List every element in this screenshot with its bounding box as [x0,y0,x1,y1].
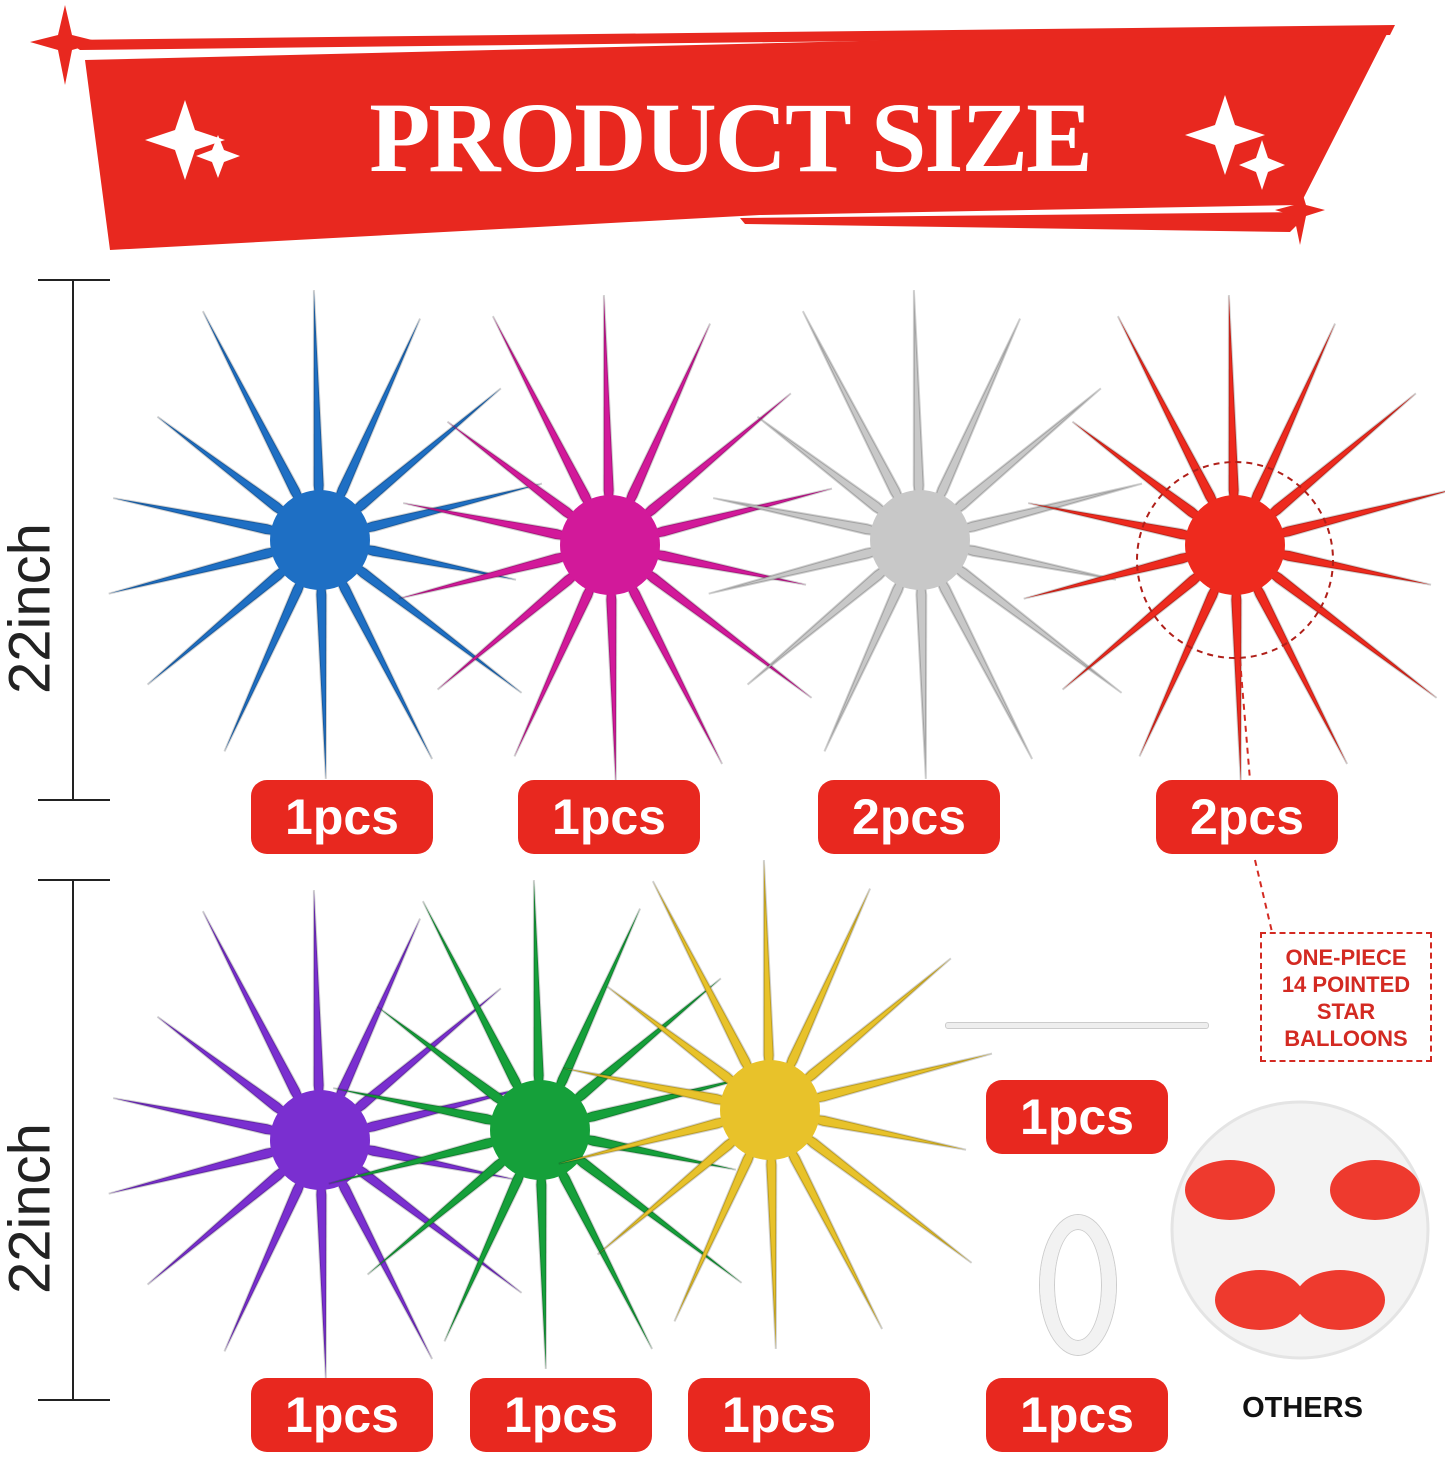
quantity-badge: 1pcs [470,1378,652,1452]
quantity-badge: 1pcs [251,780,433,854]
banner-title: PRODUCT SIZE [369,82,1093,193]
note-line: STAR [1316,999,1376,1024]
star-balloon [1023,295,1445,784]
quantity-badge: 2pcs [1156,780,1338,854]
balloon-knot-detail [1330,1160,1420,1220]
balloon-stick [945,1022,1209,1029]
note-line: BALLOONS [1284,1026,1408,1051]
star-balloon [558,860,993,1349]
star-balloon [398,295,833,784]
highlight-circle [1136,461,1334,659]
knot-detail-circle [1170,1100,1430,1360]
size-label: 22inch [0,523,63,694]
note-connector [1239,659,1273,933]
dimension-tick [38,879,110,881]
balloon-core [490,1080,590,1180]
size-label: 22inch [0,1123,63,1294]
balloon-core [560,495,660,595]
balloon-core [270,1090,370,1190]
quantity-badge: 1pcs [518,780,700,854]
balloon-knot-detail [1215,1270,1305,1330]
dimension-line [72,280,74,800]
balloon-core [1185,495,1285,595]
quantity-badge: 2pcs [818,780,1000,854]
balloon-knot-detail [1185,1160,1275,1220]
star-balloon [108,890,543,1379]
dimension-tick [38,799,110,801]
others-label: OTHERS [1242,1392,1363,1424]
balloon-core [270,490,370,590]
balloon-knot-detail [1295,1270,1385,1330]
dimension-line [72,880,74,1400]
quantity-badge: 1pcs [688,1378,870,1452]
balloon-core [870,490,970,590]
note-line: 14 POINTED [1281,972,1411,997]
balloon-core [720,1060,820,1160]
note-line: ONE-PIECE [1285,945,1407,970]
quantity-badge: 1pcs [986,1080,1168,1154]
star-balloon [108,290,543,779]
dimension-tick [38,1399,110,1401]
quantity-badge: 1pcs [251,1378,433,1452]
feature-note: ONE-PIECE 14 POINTED STAR BALLOONS [1260,932,1432,1062]
quantity-badge: 1pcs [986,1378,1168,1452]
star-balloon [328,880,763,1369]
banner-background [30,5,1395,250]
ribbon-tape-roll [1040,1215,1116,1355]
star-balloon [708,290,1143,779]
dimension-tick [38,279,110,281]
